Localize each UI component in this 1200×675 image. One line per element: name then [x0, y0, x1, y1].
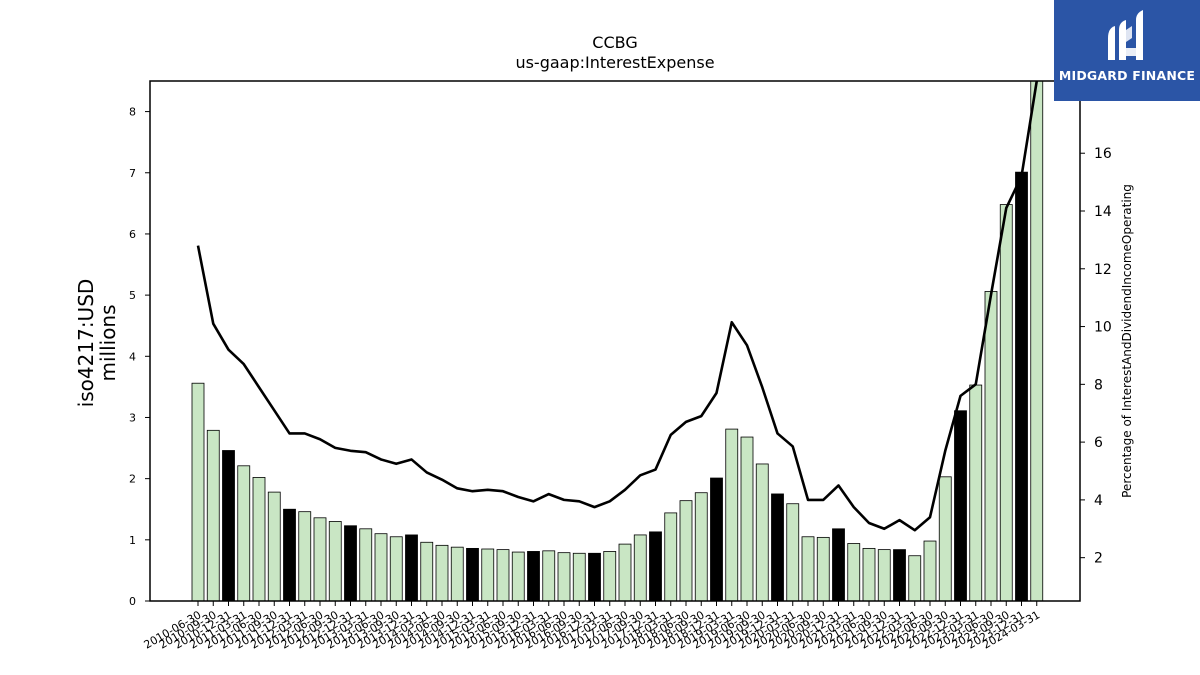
y2-tick-label: 2: [1094, 551, 1103, 567]
bar-2016-12-31: [588, 552, 601, 602]
y2-tick-label: 10: [1094, 320, 1112, 336]
bar-2013-12-31: [405, 534, 418, 602]
bar-2011-12-31: [283, 508, 296, 602]
bar-2015-03-31: [481, 548, 495, 602]
logo-text: MIDGARD FINANCE: [1058, 68, 1196, 83]
bar-2013-09-30: [389, 536, 403, 602]
bar-2014-12-31: [466, 547, 479, 602]
bar-2012-06-30: [313, 517, 327, 602]
plot-frame: [149, 80, 1081, 602]
bar-2021-03-31: [847, 543, 861, 602]
bar-2024-03-31: [1030, 80, 1044, 602]
y-tick-label: 3: [129, 411, 136, 424]
bar-2016-06-30: [557, 552, 571, 602]
bar-2015-12-31: [527, 551, 540, 602]
brand-logo: MIDGARD FINANCE: [1054, 0, 1200, 101]
y-tick-label: 6: [129, 228, 136, 241]
bar-2019-06-30: [740, 436, 754, 602]
bar-2023-09-30: [999, 204, 1013, 602]
y2-axis-label: Percentage of InterestAndDividendIncomeO…: [1120, 184, 1134, 498]
bar-2014-06-30: [435, 544, 449, 602]
y-tick-label: 8: [129, 106, 136, 119]
y2-tick-label: 6: [1094, 435, 1103, 451]
bar-2019-12-31: [771, 493, 784, 602]
bar-series: [191, 80, 1044, 602]
bar-2022-06-30: [923, 540, 937, 602]
x-axis: 2010-06-302010-09-302010-12-312011-03-31…: [142, 601, 1042, 652]
bar-2017-06-30: [618, 543, 632, 602]
bar-2018-03-31: [664, 512, 678, 602]
y2-tick-label: 12: [1094, 262, 1112, 278]
bar-2012-09-30: [328, 521, 342, 602]
bar-2021-09-30: [877, 549, 891, 602]
bar-2020-12-31: [832, 528, 845, 602]
bar-2014-03-31: [420, 541, 434, 602]
bar-2013-06-30: [374, 533, 388, 602]
y-axis-label: iso4217:USD: [74, 279, 98, 408]
bar-2023-03-31: [969, 384, 983, 602]
y2-tick-label: 8: [1094, 377, 1103, 393]
bar-2018-09-30: [694, 492, 708, 602]
bar-2020-06-30: [801, 536, 815, 602]
y-tick-label: 2: [129, 473, 136, 486]
bar-2017-12-31: [649, 531, 662, 602]
bar-2015-09-30: [511, 551, 525, 602]
bar-2015-06-30: [496, 549, 510, 602]
bar-2021-12-31: [893, 549, 906, 602]
ratio-line: [196, 80, 1039, 532]
bar-2010-09-30: [206, 429, 220, 602]
y2-tick-label: 4: [1094, 493, 1103, 509]
bar-2017-09-30: [633, 534, 647, 602]
y-tick-label: 0: [129, 595, 136, 608]
bar-2011-09-30: [267, 491, 281, 602]
bar-2011-06-30: [252, 477, 266, 602]
y2-tick-label: 14: [1094, 204, 1112, 220]
bar-2022-12-31: [954, 410, 967, 602]
y-tick-label: 5: [129, 289, 136, 302]
bar-2010-12-31: [222, 450, 235, 602]
y2-tick-label: 16: [1094, 146, 1112, 162]
y-axis-right: 2 4 6 8 10 12 14 16: [1080, 146, 1112, 567]
bar-2011-03-31: [237, 465, 251, 602]
bar-2012-12-31: [344, 525, 357, 602]
bar-2018-12-31: [710, 477, 723, 602]
chart-title: CCBG: [592, 33, 637, 52]
bar-2014-09-30: [450, 546, 464, 602]
bar-2012-03-31: [298, 511, 312, 602]
bar-2017-03-31: [603, 551, 617, 602]
bar-2020-03-31: [786, 503, 800, 602]
y-tick-label: 7: [129, 167, 136, 180]
y-tick-label: 4: [129, 350, 136, 363]
bar-2018-06-30: [679, 500, 693, 602]
bar-2021-06-30: [862, 547, 876, 602]
y-tick-label: 1: [129, 534, 136, 547]
bar-2019-09-30: [755, 463, 769, 602]
bar-2019-03-31: [725, 428, 739, 602]
midgard-logo-icon: [1108, 10, 1143, 60]
bar-2020-09-30: [816, 536, 830, 602]
bar-2010-06-30: [191, 382, 205, 602]
bar-2022-03-31: [908, 555, 922, 602]
y-axis-unit-label: millions: [96, 304, 120, 381]
bar-2016-03-31: [542, 550, 556, 602]
chart-subtitle: us-gaap:InterestExpense: [515, 53, 714, 72]
bar-2023-12-31: [1015, 171, 1028, 602]
y-axis-left: 0 1 2 3 4 5 6 7 8: [129, 106, 150, 608]
bar-2022-09-30: [938, 476, 952, 602]
bar-2013-03-31: [359, 528, 373, 602]
bar-2023-06-30: [984, 291, 998, 602]
bar-2016-09-30: [572, 552, 586, 602]
